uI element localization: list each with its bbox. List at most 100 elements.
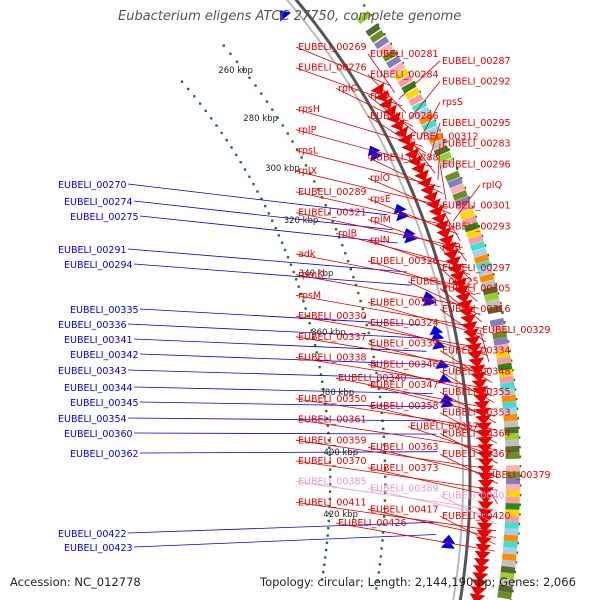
reverse-gene-arrow xyxy=(471,579,488,590)
cog-feature-box xyxy=(505,503,520,510)
right-gene-label: EUBELI_00269 xyxy=(298,42,367,53)
cog-feature-box xyxy=(454,196,471,208)
right-gene-label: EUBELI_00357 xyxy=(410,422,479,433)
right-gene-label: rpmD xyxy=(298,270,325,281)
right-gene-label: EUBELI_00379 xyxy=(482,470,551,481)
skew-dot xyxy=(517,532,520,535)
skew-dot xyxy=(276,116,279,119)
right-label-connector xyxy=(439,515,496,545)
right-gene-label: rplR xyxy=(442,242,462,253)
skew-dot xyxy=(375,371,378,375)
right-label-connector xyxy=(439,267,478,302)
left-label-connector xyxy=(133,200,394,231)
reverse-gene-arrow xyxy=(475,536,492,547)
right-gene-label: rpsH xyxy=(298,104,320,115)
right-label-connector xyxy=(439,205,461,242)
skew-dot xyxy=(271,108,274,111)
skew-dot xyxy=(513,388,517,391)
skew-dot xyxy=(254,84,257,87)
label-connector-lines xyxy=(127,46,499,552)
skew-dot xyxy=(312,336,315,340)
left-label-connector xyxy=(127,417,436,422)
cog-feature-box xyxy=(433,145,450,157)
skew-dot xyxy=(327,527,330,530)
right-label-connector xyxy=(295,129,433,168)
reverse-gene-arrow xyxy=(407,154,423,167)
cog-feature-box xyxy=(450,183,466,195)
reverse-gene-arrow xyxy=(451,277,468,289)
skew-dot xyxy=(384,475,387,478)
skew-dot xyxy=(328,212,331,215)
right-gene-label: EUBELI_00292 xyxy=(442,77,511,88)
skew-dot xyxy=(328,512,331,515)
right-gene-label: EUBELI_00353 xyxy=(442,408,511,419)
cog-feature-box xyxy=(436,151,453,163)
skew-dot xyxy=(349,268,352,271)
right-label-connector xyxy=(367,322,489,356)
right-gene-label: EUBELI_00331 xyxy=(370,297,439,308)
cog-feature-box xyxy=(497,362,513,371)
left-gene-label: EUBELI_00270 xyxy=(58,180,127,191)
skew-dot xyxy=(325,541,329,544)
cog-feature-box xyxy=(494,343,510,353)
skew-dot xyxy=(304,164,308,167)
cog-feature-box xyxy=(424,125,441,138)
left-gene-label: EUBELI_00275 xyxy=(70,212,139,223)
skew-dot xyxy=(235,153,238,157)
right-gene-label: EUBELI_00288 xyxy=(370,152,439,163)
skew-dot xyxy=(496,292,500,295)
left-label-connector xyxy=(133,534,436,548)
skew-dot xyxy=(318,365,321,369)
skew-dot xyxy=(413,81,416,84)
cog-feature-box xyxy=(374,36,390,50)
reverse-gene-arrow xyxy=(470,586,487,597)
skew-dot xyxy=(389,42,392,46)
right-gene-label: EUBELI_00358 xyxy=(370,401,439,412)
forward-gene-arrow xyxy=(430,331,445,341)
skew-dot xyxy=(338,236,341,239)
skew-dot xyxy=(230,146,233,149)
skew-dot xyxy=(295,148,299,151)
skew-dot xyxy=(383,451,386,454)
skew-dot xyxy=(325,548,328,552)
reverse-gene-arrow xyxy=(475,414,492,425)
cog-feature-box xyxy=(369,29,385,43)
skew-dot xyxy=(375,587,378,590)
cog-feature-box xyxy=(498,584,513,594)
skew-dot xyxy=(505,330,508,334)
right-label-connector xyxy=(479,474,498,505)
feature-box-track xyxy=(356,10,520,600)
left-gene-label: EUBELI_00354 xyxy=(58,414,127,425)
skew-dot xyxy=(361,307,364,311)
reverse-gene-arrow xyxy=(423,191,439,203)
cog-feature-box xyxy=(459,209,475,220)
cog-feature-box xyxy=(475,260,491,271)
right-label-connector xyxy=(367,446,499,478)
cog-feature-box xyxy=(505,484,520,491)
skew-dot xyxy=(363,315,367,319)
skew-dot xyxy=(517,522,521,526)
skew-dot xyxy=(328,446,331,449)
right-gene-label: EUBELI_00355 xyxy=(442,387,511,398)
skew-dot xyxy=(180,80,184,83)
cog-feature-box xyxy=(492,330,508,340)
kbp-tick-label: 280 kbp xyxy=(243,114,278,124)
skew-dot xyxy=(297,285,300,288)
right-label-connector xyxy=(439,391,497,424)
reverse-gene-arrow xyxy=(472,386,489,397)
right-gene-label: EUBELI_00276 xyxy=(298,63,367,74)
right-label-connector xyxy=(439,164,447,201)
right-gene-label: rplC xyxy=(338,83,358,94)
forward-gene-arrow xyxy=(441,534,456,544)
reverse-gene-arrow xyxy=(476,522,493,533)
right-label-connector xyxy=(295,419,498,451)
reverse-gene-arrow xyxy=(473,393,490,404)
right-label-connector xyxy=(335,232,469,269)
cog-feature-box xyxy=(497,591,512,600)
forward-gene-arrow xyxy=(370,150,383,162)
reverse-gene-arrow xyxy=(470,371,487,382)
skew-dot xyxy=(210,117,213,120)
right-label-connector xyxy=(367,74,407,114)
skew-dot xyxy=(260,92,263,95)
